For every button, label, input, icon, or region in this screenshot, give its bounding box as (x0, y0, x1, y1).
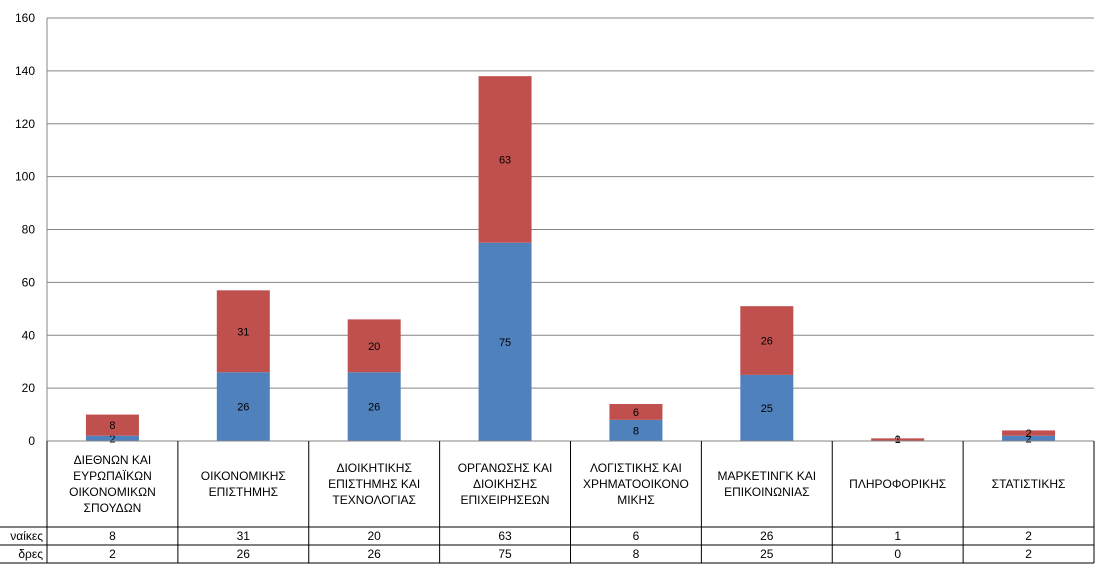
table-value: 8 (109, 529, 116, 543)
table-value: 0 (894, 547, 901, 561)
bar-segment (216, 290, 270, 373)
bar-segment (609, 419, 663, 441)
y-tick-label: 0 (28, 434, 35, 448)
table-value: 26 (368, 547, 382, 561)
bar-segment (216, 372, 270, 441)
bar-segment (740, 306, 794, 375)
x-category-label: ΟΙΚΟΝΟΜΙΚΗΣ ΕΠΙΣΤΗΜΗΣ (201, 469, 286, 499)
data-label: 26 (368, 402, 380, 414)
data-label: 2 (1026, 428, 1032, 440)
bar-segment (85, 414, 139, 436)
bar-segment (1002, 430, 1056, 436)
data-label: 20 (368, 341, 380, 353)
x-category-label: ΣΤΑΤΙΣΤΙΚΗΣ (992, 477, 1066, 491)
table-value: 2 (1025, 529, 1032, 543)
data-label: 8 (633, 425, 639, 437)
table-value: 1 (894, 529, 901, 543)
bar-segment (740, 374, 794, 441)
data-label: 31 (237, 326, 249, 338)
data-label: 25 (761, 403, 773, 415)
legend-series-name: ναίκες (10, 529, 43, 543)
table-value: 2 (109, 547, 116, 561)
x-category-label: ΛΟΓΙΣΤΙΚΗΣ ΚΑΙ ΧΡΗΜΑΤΟΟΙΚΟΝΟ ΜΙΚΗΣ (583, 461, 689, 507)
table-value: 8 (633, 547, 640, 561)
data-label: 2 (109, 433, 115, 445)
bar-segment (871, 438, 925, 441)
table-value: 2 (1025, 547, 1032, 561)
table-value: 20 (368, 529, 382, 543)
table-value: 31 (237, 529, 251, 543)
bar-segment (609, 403, 663, 420)
x-category-label: ΠΛΗΡΟΦΟΡΙΚΗΣ (849, 477, 946, 491)
y-tick-label: 160 (15, 11, 35, 25)
y-tick-label: 40 (22, 328, 36, 342)
data-label: 75 (499, 337, 511, 349)
y-tick-label: 120 (15, 117, 35, 131)
x-category-label: ΔΙΟΙΚΗΤΙΚΗΣ ΕΠΙΣΤΗΜΗΣ ΚΑΙ ΤΕΧΝΟΛΟΓΙΑΣ (328, 461, 420, 507)
bar-segment (478, 242, 532, 441)
bar-segment (347, 319, 401, 373)
y-tick-label: 20 (22, 381, 36, 395)
table-value: 25 (760, 547, 774, 561)
x-category-label: ΔΙΕΘΝΩΝ ΚΑΙ ΕΥΡΩΠΑΪΚΩΝ ΟΙΚΟΝΟΜΙΚΩΝ ΣΠΟΥΔΩΝ (69, 453, 156, 515)
bar-segment (347, 372, 401, 441)
x-category-label: ΟΡΓΑΝΩΣΗΣ ΚΑΙ ΔΙΟΙΚΗΣΗΣ ΕΠΙΧΕΙΡΗΣΕΩΝ (458, 461, 553, 507)
table-value: 6 (633, 529, 640, 543)
data-label: 26 (761, 336, 773, 348)
table-value: 63 (498, 529, 512, 543)
data-label: 1 (895, 434, 901, 446)
y-tick-label: 140 (15, 64, 35, 78)
bar-segment (1002, 435, 1056, 441)
x-category-label: ΜΑΡΚΕΤΙΝΓΚ ΚΑΙ ΕΠΙΚΟΙΝΩΝΙΑΣ (717, 469, 816, 499)
table-value: 26 (237, 547, 251, 561)
data-label: 63 (499, 154, 511, 166)
table-value: 26 (760, 529, 774, 543)
data-label: 26 (237, 402, 249, 414)
bar-segment (85, 435, 139, 441)
data-label: 8 (109, 420, 115, 432)
legend-series-name: δρες (18, 547, 43, 561)
y-tick-label: 100 (15, 170, 35, 184)
table-value: 75 (498, 547, 512, 561)
bar-segment (478, 76, 532, 243)
data-label: 2 (1026, 433, 1032, 445)
y-tick-label: 60 (22, 275, 36, 289)
data-label: 6 (633, 407, 639, 419)
y-tick-label: 80 (22, 223, 36, 237)
